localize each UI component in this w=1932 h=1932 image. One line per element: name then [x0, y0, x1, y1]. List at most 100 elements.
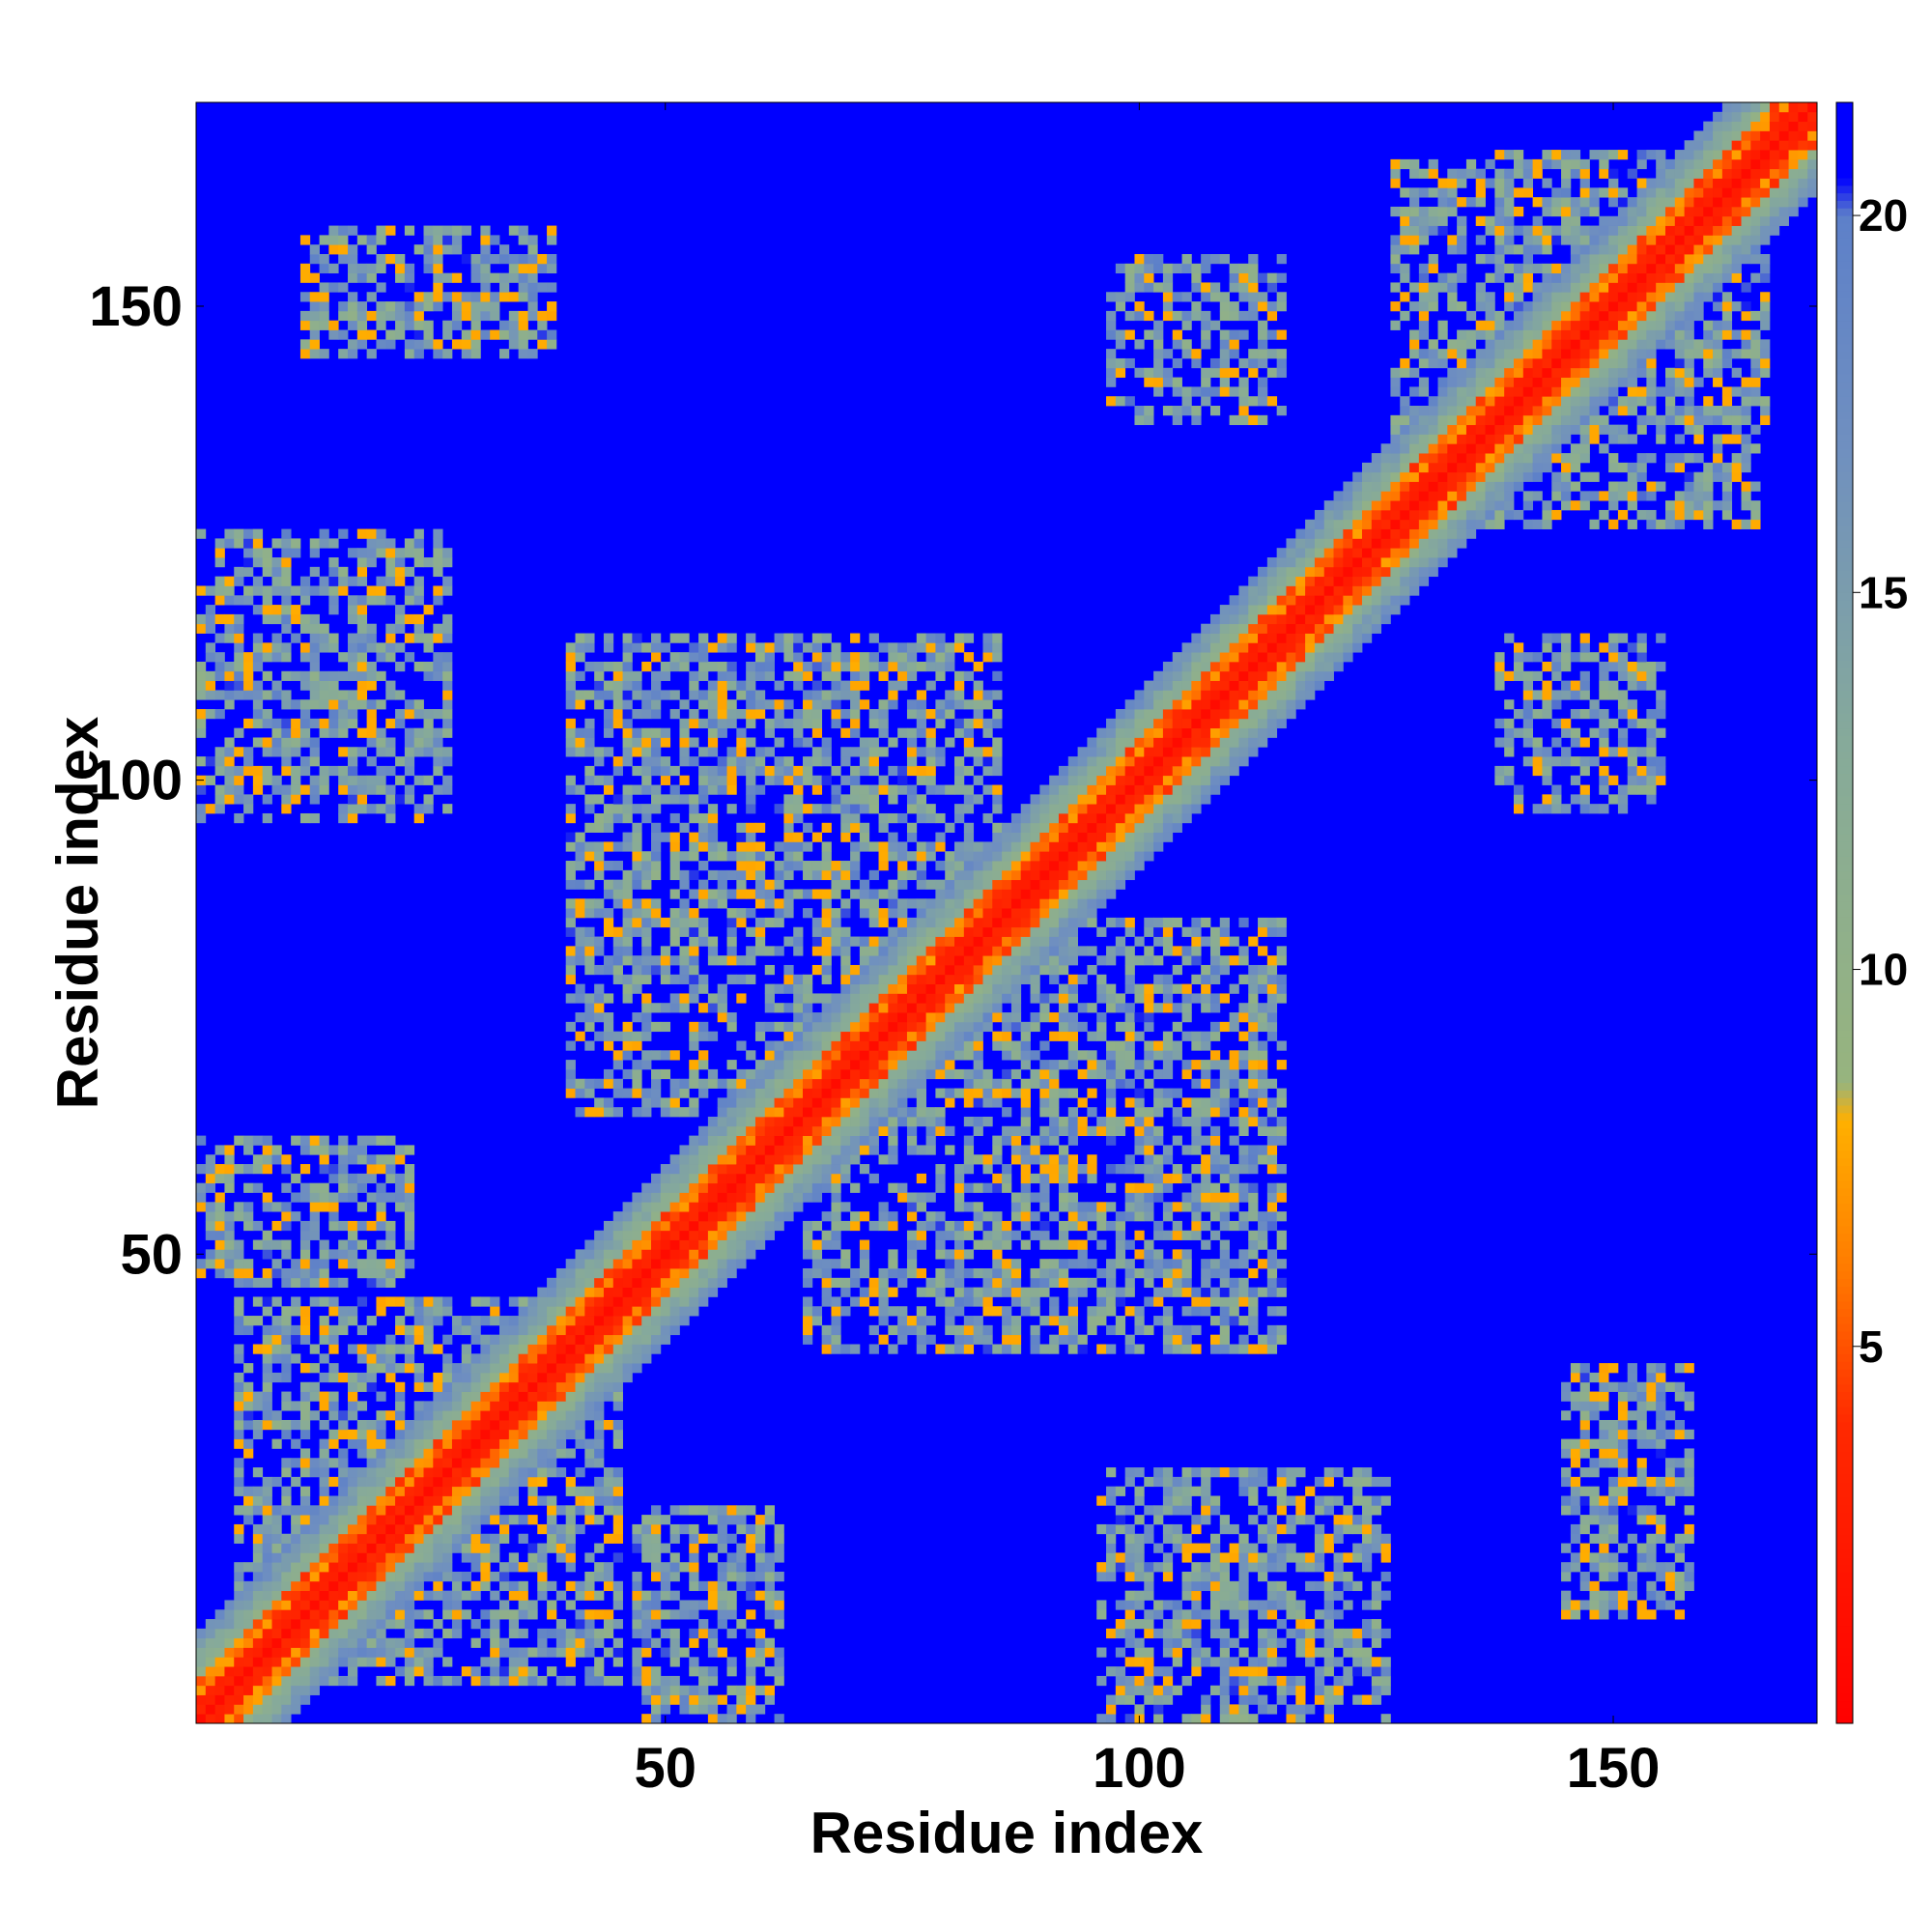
heatmap-cell — [840, 1287, 851, 1297]
heatmap-cell — [366, 528, 377, 539]
heatmap-cell — [982, 1344, 993, 1354]
heatmap-cell — [651, 1685, 662, 1695]
heatmap-cell — [433, 1381, 443, 1392]
heatmap-cell — [243, 652, 254, 663]
heatmap-cell — [575, 908, 585, 919]
heatmap-cell — [783, 964, 794, 976]
heatmap-cell — [348, 1609, 358, 1620]
heatmap-cell — [746, 832, 756, 842]
heatmap-cell — [594, 869, 605, 881]
heatmap-cell — [319, 1619, 329, 1630]
heatmap-cell — [726, 1628, 737, 1639]
heatmap-cell — [433, 225, 443, 236]
heatmap-cell — [660, 727, 671, 738]
heatmap-cell — [754, 747, 766, 757]
heatmap-cell — [1002, 1021, 1012, 1033]
heatmap-cell — [689, 993, 699, 1004]
heatmap-cell — [508, 329, 520, 340]
heatmap-cell — [651, 822, 662, 833]
heatmap-cell — [309, 566, 320, 578]
heatmap-cell — [271, 1571, 282, 1582]
heatmap-cell — [603, 1334, 614, 1345]
heatmap-cell — [612, 1495, 623, 1506]
heatmap-cell — [395, 1476, 406, 1488]
heatmap-cell — [689, 1154, 699, 1165]
heatmap-cell — [594, 1495, 605, 1506]
heatmap-cell — [262, 1580, 272, 1592]
heatmap-cell — [878, 699, 889, 710]
heatmap-cell — [906, 1202, 918, 1212]
heatmap-cell — [878, 1154, 889, 1165]
heatmap-cell — [906, 1249, 918, 1260]
heatmap-cell — [565, 1552, 576, 1563]
heatmap-cell — [603, 1353, 614, 1364]
heatmap-cell — [916, 993, 926, 1004]
heatmap-cell — [565, 727, 576, 738]
heatmap-cell — [584, 1495, 595, 1506]
heatmap-cell — [831, 1135, 841, 1146]
heatmap-cell — [669, 1533, 680, 1544]
heatmap-cell — [783, 1068, 794, 1080]
heatmap-cell — [840, 661, 851, 672]
heatmap-cell — [859, 784, 870, 795]
heatmap-cell — [299, 1334, 311, 1345]
heatmap-cell — [461, 1467, 471, 1478]
heatmap-cell — [243, 1267, 254, 1279]
heatmap-cell — [262, 1135, 272, 1146]
heatmap-cell — [205, 1220, 216, 1232]
heatmap-cell — [214, 1628, 225, 1639]
heatmap-cell — [348, 254, 358, 265]
heatmap-cell — [376, 1419, 386, 1431]
heatmap-cell — [963, 670, 975, 681]
heatmap-cell — [433, 595, 443, 606]
heatmap-cell — [338, 1259, 349, 1269]
heatmap-cell — [1020, 1220, 1031, 1232]
heatmap-cell — [925, 993, 936, 1004]
heatmap-cell — [499, 1324, 510, 1336]
heatmap-cell — [413, 1647, 424, 1658]
heatmap-cell — [433, 1391, 443, 1402]
heatmap-cell — [1010, 869, 1022, 881]
heatmap-cell — [840, 1344, 851, 1354]
heatmap-cell — [793, 661, 804, 672]
heatmap-cell — [992, 690, 1003, 700]
heatmap-cell — [945, 964, 955, 976]
heatmap-cell — [319, 1438, 329, 1449]
heatmap-cell — [821, 699, 832, 710]
heatmap-cell — [480, 1296, 491, 1307]
heatmap-cell — [205, 652, 216, 663]
heatmap-cell — [252, 784, 264, 795]
heatmap-cell — [376, 1562, 386, 1573]
heatmap-cell — [547, 1580, 557, 1592]
heatmap-cell — [850, 1060, 861, 1070]
heatmap-cell — [689, 917, 699, 928]
heatmap-cell — [641, 1628, 652, 1639]
heatmap-cell — [754, 1060, 766, 1070]
heatmap-cell — [897, 1192, 908, 1203]
heatmap-cell — [973, 1088, 983, 1098]
heatmap-cell — [433, 765, 443, 777]
heatmap-cell — [603, 680, 614, 691]
heatmap-cell — [717, 955, 727, 966]
heatmap-cell — [660, 946, 671, 956]
heatmap-cell — [565, 1287, 576, 1297]
heatmap-cell — [803, 1192, 813, 1203]
heatmap-cell — [612, 804, 623, 814]
heatmap-cell — [537, 1458, 548, 1468]
heatmap-cell — [793, 1154, 804, 1165]
heatmap-cell — [271, 1657, 282, 1667]
heatmap-cell — [736, 1068, 747, 1080]
heatmap-cell — [803, 718, 813, 729]
heatmap-cell — [831, 680, 841, 691]
heatmap-cell — [451, 1410, 463, 1421]
heatmap-cell — [746, 889, 756, 899]
heatmap-cell — [764, 1154, 775, 1165]
heatmap-cell — [565, 1401, 576, 1411]
heatmap-cell — [603, 812, 614, 824]
heatmap-cell — [252, 1495, 264, 1506]
heatmap-cell — [916, 709, 926, 720]
heatmap-cell — [366, 329, 377, 340]
heatmap-cell — [746, 974, 756, 984]
heatmap-cell — [982, 1182, 993, 1193]
heatmap-cell — [404, 1259, 415, 1269]
